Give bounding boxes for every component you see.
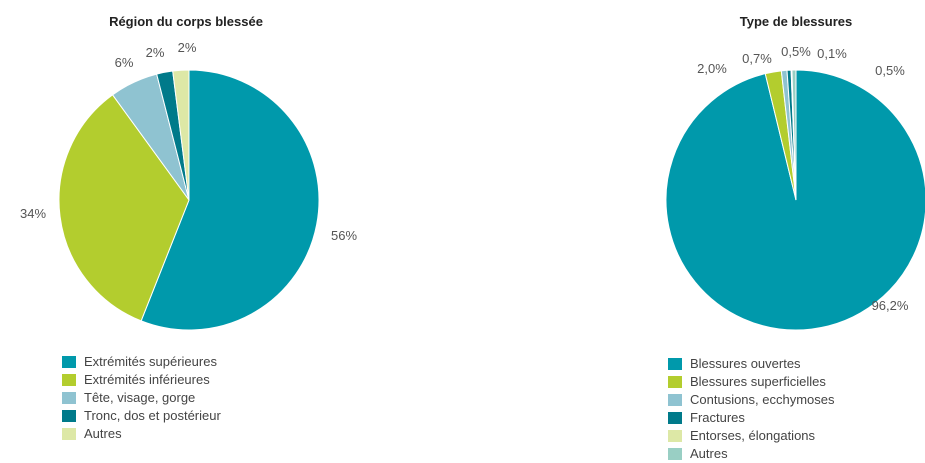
legend-label: Extrémités supérieures [84, 354, 217, 369]
legend-label: Fractures [690, 410, 745, 425]
chart-2-legend-item: Entorses, élongations [668, 427, 835, 445]
chart-2-slice-6 [791, 69, 797, 201]
chart-2-slice-label-4: 0,5% [781, 44, 811, 59]
chart-2-slice-label-2: 2,0% [697, 61, 727, 76]
chart-2-pie: 96,2% 2,0% 0,7% 0,5% 0,1% 0,5% [665, 44, 925, 331]
chart-1-slice-5 [172, 69, 190, 201]
legend-swatch [62, 356, 76, 368]
chart-1-slice-label-5: 2% [178, 40, 197, 55]
chart-2-legend-item: Contusions, ecchymoses [668, 391, 835, 409]
chart-1-legend-item: Extrémités supérieures [62, 353, 221, 371]
legend-label: Blessures superficielles [690, 374, 826, 389]
legend-swatch [668, 448, 682, 460]
legend-label: Contusions, ecchymoses [690, 392, 835, 407]
chart-2-slice-label-1: 96,2% [872, 298, 909, 313]
chart-2-slice-label-3: 0,7% [742, 51, 772, 66]
chart-1-slice-1 [140, 69, 320, 331]
legend-label: Extrémités inférieures [84, 372, 210, 387]
chart-2-legend: Blessures ouvertes Blessures superficiell… [668, 355, 835, 463]
chart-1-title: Région du corps blessée [109, 14, 263, 29]
chart-1-pie: 56% 34% 6% 2% 2% [20, 40, 357, 331]
chart-1-slice-label-4: 2% [146, 45, 165, 60]
legend-swatch [668, 358, 682, 370]
legend-swatch [62, 392, 76, 404]
legend-swatch [62, 374, 76, 386]
chart-2-slice-label-6: 0,5% [875, 63, 905, 78]
chart-2-slice-label-5: 0,1% [817, 46, 847, 61]
chart-1-slice-label-2: 34% [20, 206, 46, 221]
chart-2-legend-item: Autres [668, 445, 835, 463]
legend-swatch [62, 410, 76, 422]
chart-2-legend-item: Blessures ouvertes [668, 355, 835, 373]
chart-1-legend-item: Autres [62, 425, 221, 443]
legend-label: Autres [84, 426, 122, 441]
chart-1-legend: Extrémités supérieures Extrémités inférie… [62, 353, 221, 443]
legend-label: Entorses, élongations [690, 428, 816, 443]
chart-1-legend-item: Extrémités inférieures [62, 371, 221, 389]
legend-swatch [62, 428, 76, 440]
legend-swatch [668, 394, 682, 406]
chart-1-slice-label-3: 6% [115, 55, 134, 70]
chart-2-legend-item: Fractures [668, 409, 835, 427]
legend-label: Blessures ouvertes [690, 356, 801, 371]
legend-label: Autres [690, 446, 728, 461]
chart-1-slice-2 [58, 94, 190, 322]
chart-2-legend-item: Blessures superficielles [668, 373, 835, 391]
legend-swatch [668, 412, 682, 424]
legend-label: Tronc, dos et postérieur [84, 408, 221, 423]
legend-label: Tête, visage, gorge [84, 390, 196, 405]
chart-2-title: Type de blessures [740, 14, 852, 29]
legend-swatch [668, 430, 682, 442]
legend-swatch [668, 376, 682, 388]
chart-1-slice-label-1: 56% [331, 228, 357, 243]
chart-1-legend-item: Tête, visage, gorge [62, 389, 221, 407]
chart-1-legend-item: Tronc, dos et postérieur [62, 407, 221, 425]
